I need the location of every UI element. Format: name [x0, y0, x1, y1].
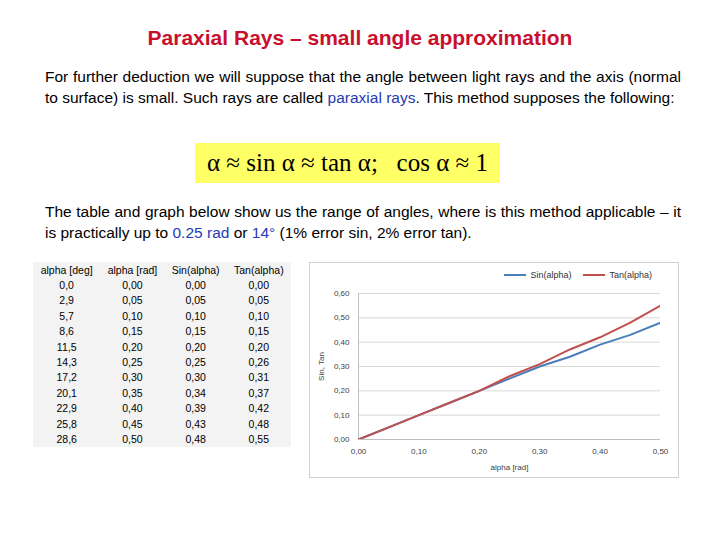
html-text:0,37: 0,37 [248, 386, 269, 399]
html-text:0,00: 0,00 [185, 279, 206, 292]
html-text:Sin(alpha): Sin(alpha) [171, 263, 220, 276]
html-text:0,30: 0,30 [122, 371, 143, 384]
html-text:17,2: 17,2 [56, 371, 77, 384]
html-text:Sin(alpha): Sin(alpha) [530, 270, 572, 280]
html-text:0,31: 0,31 [248, 371, 269, 384]
html-text:0,30: 0,30 [185, 371, 206, 384]
html-text:0,39: 0,39 [185, 402, 206, 415]
html-text:28,6: 28,6 [56, 433, 77, 445]
html-text:Tan(alpha): Tan(alpha) [609, 270, 652, 280]
svg-text:0,50: 0,50 [653, 447, 669, 456]
html-text:0,48: 0,48 [248, 417, 269, 430]
html-text:0,10: 0,10 [185, 309, 206, 322]
html-text:0,55: 0,55 [248, 433, 269, 445]
html-text:0,15: 0,15 [185, 325, 206, 338]
html-text:0,40: 0,40 [122, 402, 143, 415]
html-text:0,05: 0,05 [185, 294, 206, 307]
svg-text:0,40: 0,40 [334, 338, 350, 347]
html-text:α ≈ sin α ≈ tan α; cos α ≈ 1: α ≈ sin α ≈ tan α; cos α ≈ 1 [207, 149, 488, 176]
html-text:2,9: 2,9 [59, 294, 74, 307]
svg-text:0,00: 0,00 [351, 447, 367, 456]
html-text:0,20: 0,20 [248, 340, 269, 353]
html-text:0,50: 0,50 [122, 433, 143, 445]
html-text:0,26: 0,26 [248, 356, 269, 368]
html-text:0,25: 0,25 [185, 356, 206, 368]
html-text:14,3: 14,3 [56, 356, 77, 368]
svg-text:0,20: 0,20 [472, 447, 488, 456]
svg-text:0,40: 0,40 [592, 447, 608, 456]
html-text:0,05: 0,05 [248, 294, 269, 307]
html-text:0,20: 0,20 [185, 340, 206, 353]
html-text:alpha [deg]: alpha [deg] [40, 263, 93, 276]
html-text:For further deduction we will: For further deduction we will suppose th… [45, 68, 681, 106]
html-text:5,7: 5,7 [59, 309, 74, 322]
html-text:0,10: 0,10 [122, 309, 143, 322]
svg-text:0,00: 0,00 [334, 435, 350, 444]
svg-text:0,50: 0,50 [334, 313, 350, 322]
html-text:0,10: 0,10 [248, 309, 269, 322]
html-text:0,20: 0,20 [122, 340, 143, 353]
html-text:The table and graph below show: The table and graph below show us the ra… [45, 203, 681, 241]
html-text:Paraxial Rays – small angle ap: Paraxial Rays – small angle approximatio… [147, 26, 573, 49]
html-text:0,00: 0,00 [122, 279, 143, 292]
svg-text:0,30: 0,30 [334, 362, 350, 371]
html-text:alpha [rad]: alpha [rad] [107, 263, 158, 276]
svg-text:0,30: 0,30 [532, 447, 548, 456]
html-text:0,15: 0,15 [248, 325, 269, 338]
html-text:0,34: 0,34 [185, 386, 206, 399]
html-text:Tan(alpha): Tan(alpha) [234, 263, 284, 276]
html-text:0,15: 0,15 [122, 325, 143, 338]
html-text:0,05: 0,05 [122, 294, 143, 307]
html-text:20,1: 20,1 [56, 386, 77, 399]
html-text:22,9: 22,9 [56, 402, 77, 415]
svg-text:0,10: 0,10 [334, 411, 350, 420]
svg-text:0,10: 0,10 [411, 447, 427, 456]
svg-text:alpha [rad]: alpha [rad] [491, 463, 529, 472]
html-text:0,0: 0,0 [59, 279, 74, 292]
html-text:0,48: 0,48 [185, 433, 206, 445]
html-text:11,5: 11,5 [56, 340, 77, 353]
html-text:0,45: 0,45 [122, 417, 143, 430]
svg-text:0,60: 0,60 [334, 289, 350, 298]
html-text:8,6: 8,6 [59, 325, 74, 338]
html-text:25,8: 25,8 [56, 417, 77, 430]
html-text:0,35: 0,35 [122, 386, 143, 399]
html-text:0,00: 0,00 [248, 279, 269, 292]
svg-text:Sin, Tan: Sin, Tan [317, 352, 326, 381]
html-text:0,42: 0,42 [248, 402, 269, 415]
svg-text:0,20: 0,20 [334, 386, 350, 395]
html-text:0,25: 0,25 [122, 356, 143, 368]
html-text:0,43: 0,43 [185, 417, 206, 430]
